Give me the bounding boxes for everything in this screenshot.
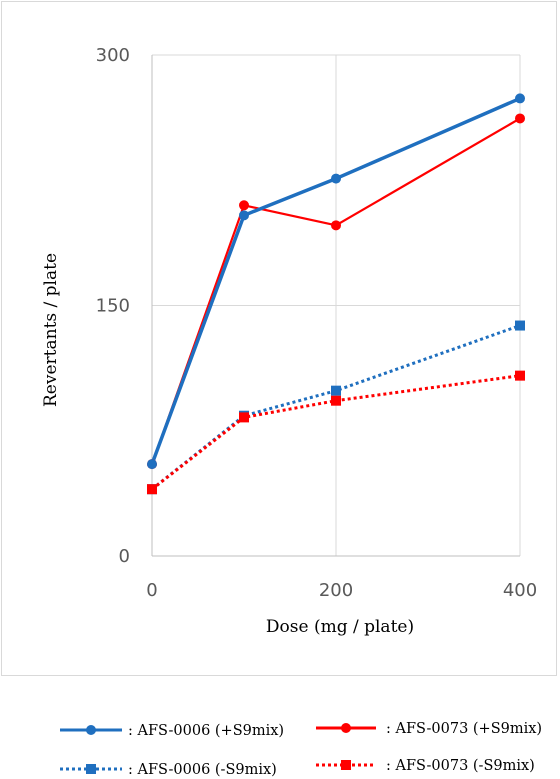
series-line-0	[150, 96, 522, 466]
legend-label-3: : AFS-0073 (-S9mix)	[386, 758, 535, 774]
data-point-2-2	[331, 385, 341, 396]
legend-marker-2	[86, 764, 96, 774]
data-point-3-0	[147, 484, 157, 495]
legend-label-0: : AFS-0006 (+S9mix)	[128, 723, 284, 739]
legend-marker-1	[341, 723, 351, 733]
series-line-3	[151, 374, 521, 491]
legend: : AFS-0006 (+S9mix) : AFS-0073 (+S9mix) : …	[60, 721, 542, 778]
y-tick-label: 150	[96, 296, 130, 317]
data-point-3-1	[239, 412, 249, 423]
data-point-3-2	[331, 395, 341, 406]
data-point-1-3	[515, 113, 525, 124]
data-point-0-2	[331, 173, 341, 184]
grid-lines	[151, 54, 521, 557]
data-point-1-1	[239, 200, 249, 211]
y-tick-label: 0	[119, 546, 130, 567]
x-tick-label: 400	[503, 580, 537, 601]
series-markers	[147, 93, 525, 495]
x-tick-label: 200	[319, 580, 353, 601]
data-point-3-3	[515, 370, 525, 381]
y-axis-title: Revertants / plate	[41, 253, 61, 407]
x-tick-label: 0	[146, 580, 157, 601]
series-lines	[150, 96, 522, 491]
legend-label-2: : AFS-0006 (-S9mix)	[128, 762, 277, 778]
legend-marker-0	[86, 725, 96, 735]
data-point-0-3	[515, 93, 525, 104]
data-point-1-2	[331, 220, 341, 231]
chart-frame	[1, 1, 557, 676]
y-tick-label: 300	[96, 45, 130, 66]
data-point-0-1	[239, 210, 249, 221]
legend-label-1: : AFS-0073 (+S9mix)	[386, 721, 542, 737]
tick-labels: 0 150 300 0 200 400	[96, 45, 538, 601]
data-point-2-3	[515, 320, 525, 331]
x-axis-title: Dose (mg / plate)	[266, 617, 414, 637]
data-point-0-0	[147, 459, 157, 470]
legend-marker-3	[341, 760, 351, 770]
